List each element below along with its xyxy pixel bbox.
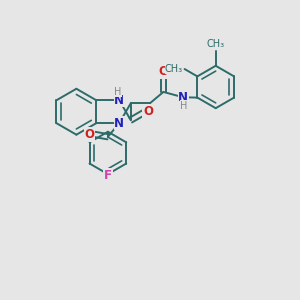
Text: H: H — [114, 87, 122, 97]
Text: F: F — [104, 169, 112, 182]
Text: N: N — [114, 117, 124, 130]
Text: O: O — [143, 105, 153, 118]
Text: CH₃: CH₃ — [207, 39, 225, 49]
Text: O: O — [158, 65, 168, 78]
Text: O: O — [85, 128, 94, 141]
Text: CH₃: CH₃ — [165, 64, 183, 74]
Text: N: N — [178, 91, 188, 104]
Text: H: H — [180, 100, 188, 110]
Text: N: N — [114, 94, 124, 107]
